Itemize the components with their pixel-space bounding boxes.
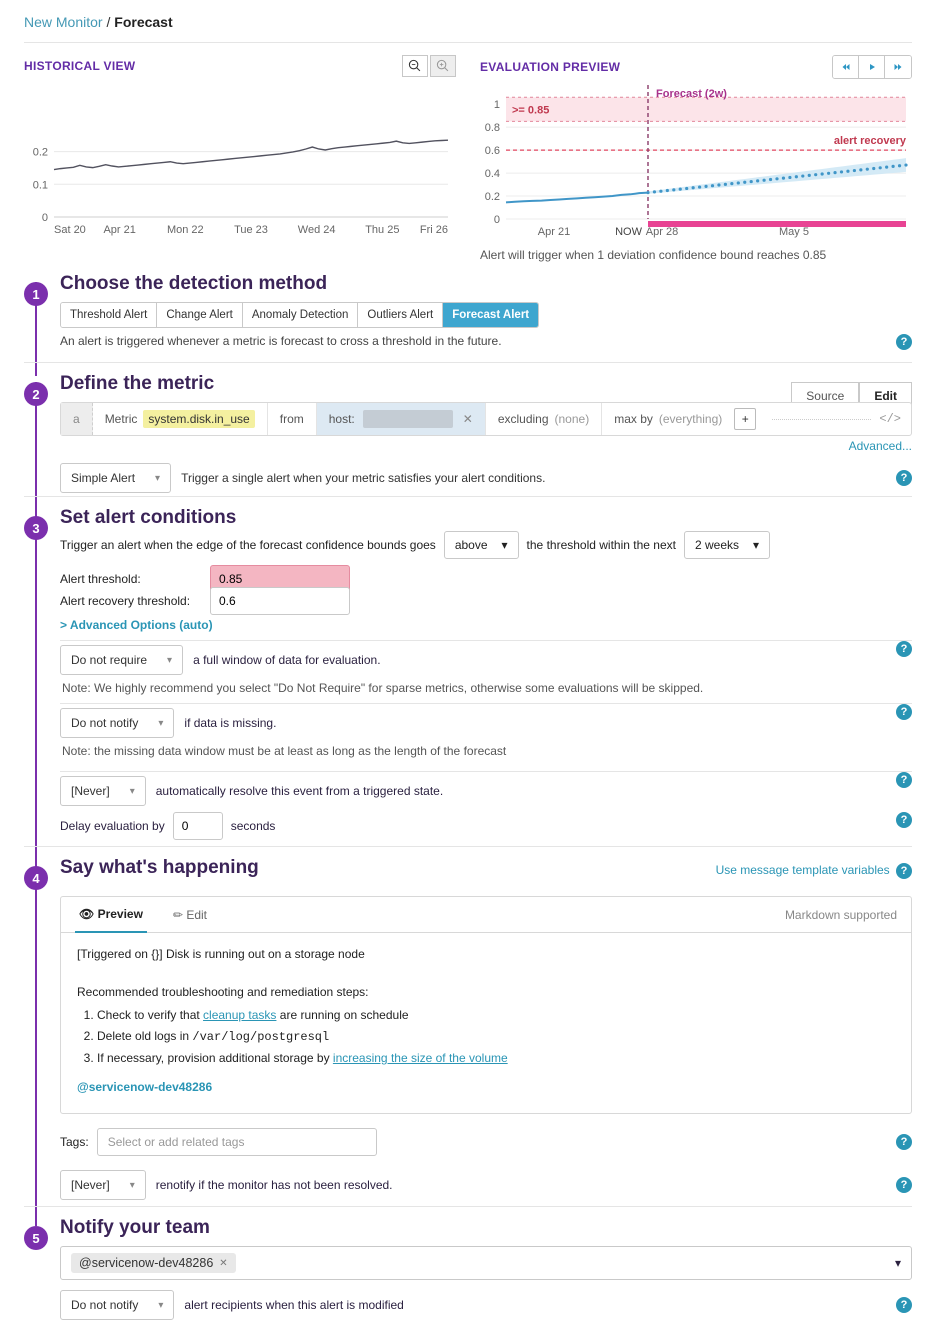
svg-text:0.8: 0.8	[485, 122, 500, 134]
svg-text:May 5: May 5	[779, 226, 809, 238]
svg-text:Apr 21: Apr 21	[538, 226, 570, 238]
svg-text:Sat 20: Sat 20	[54, 224, 86, 236]
svg-text:0.6: 0.6	[485, 145, 500, 157]
svg-text:Thu 25: Thu 25	[365, 224, 399, 236]
svg-text:Tue 23: Tue 23	[234, 224, 268, 236]
svg-text:Forecast (2w): Forecast (2w)	[656, 88, 727, 100]
svg-text:Wed 24: Wed 24	[298, 224, 336, 236]
svg-text:>= 0.85: >= 0.85	[512, 104, 549, 116]
svg-text:0.1: 0.1	[33, 179, 48, 191]
svg-text:NOW: NOW	[615, 226, 643, 238]
svg-text:Apr 21: Apr 21	[103, 224, 135, 236]
svg-text:Apr 28: Apr 28	[646, 226, 678, 238]
svg-text:Mon 22: Mon 22	[167, 224, 204, 236]
svg-text:alert recovery: alert recovery	[834, 135, 907, 147]
svg-text:Fri 26: Fri 26	[420, 224, 448, 236]
svg-text:0: 0	[494, 214, 500, 226]
svg-text:0: 0	[42, 212, 48, 224]
svg-text:0.2: 0.2	[33, 147, 48, 159]
svg-text:0.2: 0.2	[485, 191, 500, 203]
svg-text:0.4: 0.4	[485, 168, 500, 180]
svg-text:1: 1	[494, 99, 500, 111]
